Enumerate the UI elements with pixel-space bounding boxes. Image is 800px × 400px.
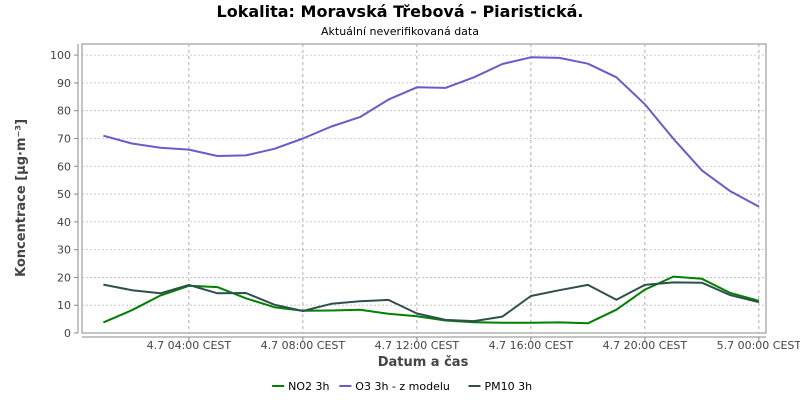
y-tick-label: 70	[57, 132, 71, 145]
x-tick-label: 4.7 16:00 CEST	[489, 339, 574, 352]
grid-lines	[82, 44, 766, 333]
y-tick-label: 90	[57, 77, 71, 90]
y-tick-label: 20	[57, 271, 71, 284]
y-tick-label: 0	[64, 327, 71, 340]
y-tick-label: 10	[57, 299, 71, 312]
x-tick-label: 5.7 00:00 CEST	[717, 339, 800, 352]
legend-label-0: NO2 3h	[288, 380, 329, 393]
y-tick-label: 50	[57, 188, 71, 201]
legend-label-1: O3 3h - z modelu	[355, 380, 450, 393]
series-line-1	[103, 56, 760, 208]
x-axis: 4.7 04:00 CEST 4.7 08:00 CEST 4.7 12:00 CE…	[82, 336, 800, 352]
x-tick-label: 4.7 04:00 CEST	[147, 339, 232, 352]
series-line-2	[103, 281, 760, 323]
chart-subtitle: Aktuální neverifikovaná data	[321, 25, 479, 38]
y-tick-label: 30	[57, 244, 71, 257]
y-tick-label: 60	[57, 160, 71, 173]
y-axis: 0 10 20 30 40 50 60 70 80 90 100	[50, 44, 79, 340]
series-lines	[103, 56, 760, 325]
y-tick-label: 80	[57, 105, 71, 118]
x-tick-label: 4.7 08:00 CEST	[261, 339, 346, 352]
y-axis-label: Koncentrace [µg·m⁻³]	[14, 119, 29, 277]
chart-title: Lokalita: Moravská Třebová - Piaristická…	[217, 2, 584, 21]
y-tick-label: 100	[50, 49, 71, 62]
x-tick-label: 4.7 20:00 CEST	[603, 339, 688, 352]
legend-label-2: PM10 3h	[485, 380, 533, 393]
series-line-0	[103, 275, 760, 325]
x-tick-label: 4.7 12:00 CEST	[375, 339, 460, 352]
legend: NO2 3h O3 3h - z modelu PM10 3h	[272, 380, 532, 393]
y-tick-label: 40	[57, 216, 71, 229]
x-axis-label: Datum a čas	[378, 355, 469, 370]
